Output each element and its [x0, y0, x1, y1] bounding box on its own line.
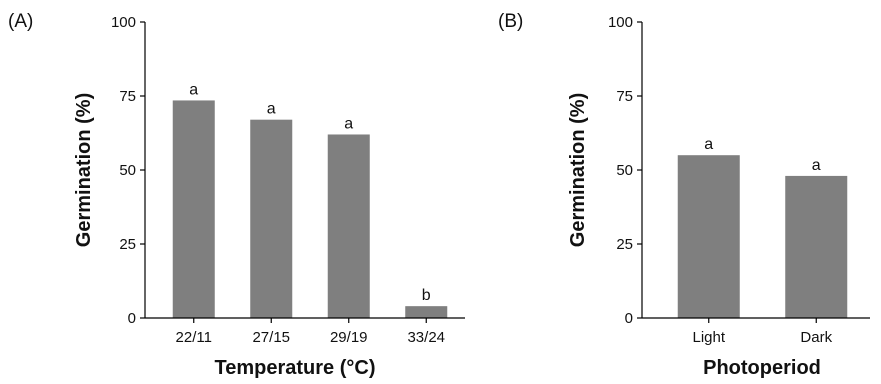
panel-b-y-tick-label: 75 [616, 88, 633, 105]
panel-a-x-tick-label-0: 22/11 [176, 329, 212, 346]
panel-a-y-tick-labels: 0 25 50 75 100 [111, 14, 136, 327]
panel-a-y-tick-label: 50 [119, 162, 136, 179]
panel-a-bar-1 [250, 119, 293, 319]
panel-a-x-tick-label-2: 29/19 [330, 329, 368, 346]
panel-a-y-tick-label: 0 [128, 310, 136, 327]
panel-a-y-tick-label: 25 [119, 236, 136, 253]
panel-b-y-tick-label: 0 [625, 310, 633, 327]
panel-a-label: (A) [8, 11, 33, 32]
panel-b-y-tick-label: 100 [608, 14, 633, 31]
panel-a-bar-label-3: b [422, 287, 431, 304]
panel-b-bar-label-1: a [812, 157, 821, 174]
panel-a-bar-0 [172, 100, 215, 318]
panel-b-y-tick-label: 50 [616, 162, 633, 179]
panel-b-bar-0 [677, 155, 740, 318]
panel-b-x-tick-labels: Light Dark [692, 329, 832, 346]
panel-a-y-axis-title: Germination (%) [73, 93, 95, 247]
panel-a-bar-label-1: a [267, 101, 276, 118]
panel-a-bar-2 [327, 134, 370, 318]
panel-b-bars [677, 155, 848, 318]
panel-a-bar-3 [405, 306, 448, 318]
panel-b-y-axis-title: Germination (%) [567, 93, 589, 247]
panel-b-bar-label-0: a [704, 136, 713, 153]
panel-b-x-axis-title: Photoperiod [703, 357, 821, 379]
panel-b-bar-labels: aa [704, 136, 821, 174]
panel-a-x-tick-label-3: 33/24 [407, 329, 445, 346]
panel-b-y-tick-label: 25 [616, 236, 633, 253]
panel-a-y-tick-label: 100 [111, 14, 136, 31]
panel-b-y-tick-labels: 0 25 50 75 100 [608, 14, 633, 327]
panel-a-bar-label-2: a [344, 115, 353, 132]
panel-a-x-axis-title: Temperature (°C) [215, 357, 376, 379]
panel-b-bar-1 [785, 175, 848, 318]
panel-a-x-tick-label-1: 27/15 [252, 329, 290, 346]
panel-a-y-tick-label: 75 [119, 88, 136, 105]
panel-b-axes [637, 21, 870, 323]
panel-a-bars [172, 100, 448, 319]
panel-a-temperature-chart: (A) 0 25 50 75 100 Germination (%) a a a b 22/1… [8, 11, 465, 379]
panel-a-bar-label-0: a [189, 81, 198, 98]
panel-b-x-tick-label-0: Light [692, 329, 725, 346]
panel-b-label: (B) [498, 11, 523, 32]
panel-a-bar-labels: a a a b [189, 81, 431, 304]
panel-a-x-tick-labels: 22/11 27/15 29/19 33/24 [176, 329, 445, 346]
panel-a-axes [140, 21, 465, 323]
panel-b-x-tick-label-1: Dark [800, 329, 832, 346]
